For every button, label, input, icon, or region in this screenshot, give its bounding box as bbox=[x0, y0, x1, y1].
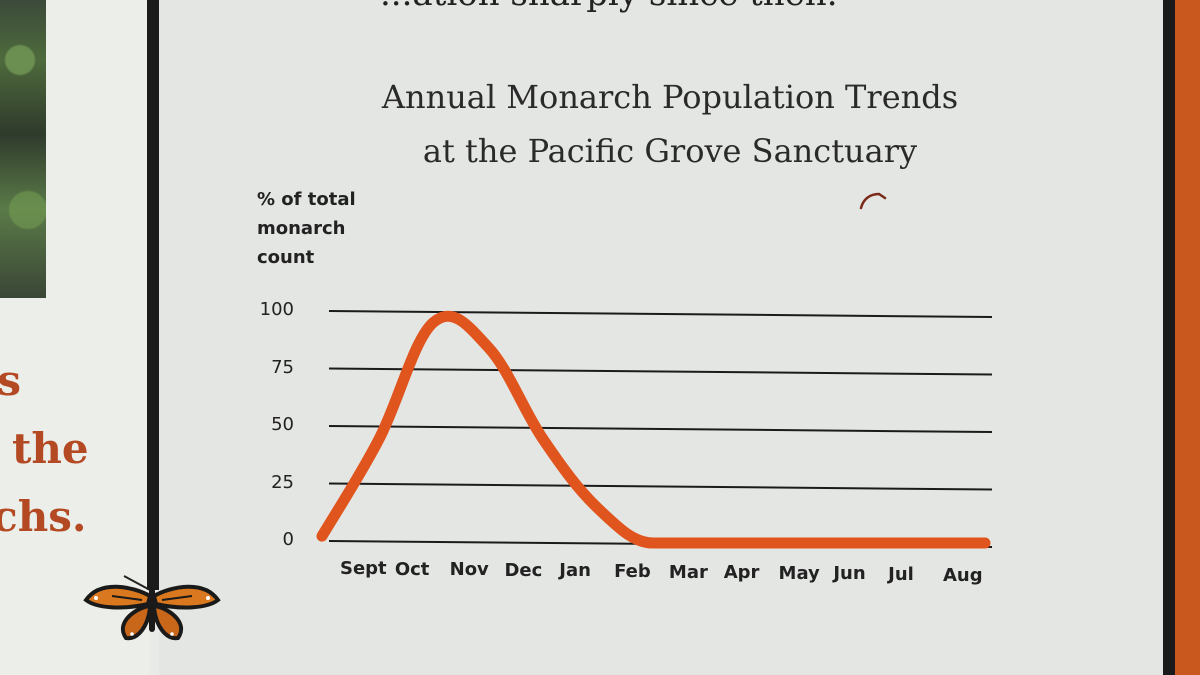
chart-title-line-2: at the Pacific Grove Sanctuary bbox=[422, 132, 918, 170]
y-tick-75: 75 bbox=[271, 356, 294, 378]
left-text-line-1: ts bbox=[0, 356, 22, 405]
orange-border bbox=[1175, 0, 1200, 675]
monarch-butterfly-icon bbox=[83, 575, 221, 641]
y-axis-label-line-1: % of total bbox=[257, 189, 356, 210]
insect-speck bbox=[859, 192, 887, 210]
y-axis-label-line-3: count bbox=[257, 247, 315, 268]
population-trend-line bbox=[316, 310, 991, 549]
header-fragment: ...ation sharply since then. bbox=[380, 0, 838, 14]
gridline-100 bbox=[328, 310, 993, 318]
x-tick-apr: Apr bbox=[723, 562, 760, 584]
x-tick-may: May bbox=[778, 562, 820, 584]
x-tick-dec: Dec bbox=[504, 559, 543, 581]
y-tick-100: 100 bbox=[259, 299, 294, 320]
x-tick-nov: Nov bbox=[449, 559, 489, 581]
x-tick-sept: Sept bbox=[340, 558, 387, 579]
plant-photo bbox=[0, 0, 46, 298]
left-text-line-2: the bbox=[12, 424, 89, 473]
y-tick-0: 0 bbox=[282, 529, 294, 550]
vertical-divider bbox=[147, 0, 159, 590]
left-text-line-3: rchs. bbox=[0, 492, 87, 541]
x-tick-jul: Jul bbox=[888, 564, 914, 585]
gridline-75 bbox=[328, 367, 993, 376]
x-tick-feb: Feb bbox=[614, 561, 651, 582]
x-tick-jan: Jan bbox=[559, 560, 591, 582]
x-tick-jun: Jun bbox=[833, 563, 866, 585]
x-tick-mar: Mar bbox=[668, 561, 708, 583]
x-tick-oct: Oct bbox=[394, 558, 430, 580]
sign-frame-right bbox=[1163, 0, 1175, 675]
y-tick-25: 25 bbox=[271, 471, 294, 493]
gridline-50 bbox=[328, 425, 993, 433]
y-axis-label-line-2: monarch bbox=[257, 218, 346, 239]
x-tick-aug: Aug bbox=[943, 564, 983, 586]
y-tick-50: 50 bbox=[271, 414, 294, 435]
chart-title-line-1: Annual Monarch Population Trends bbox=[381, 78, 959, 116]
sign-panel bbox=[159, 0, 1163, 675]
left-panel: ts the rchs. bbox=[0, 0, 150, 675]
gridline-25 bbox=[328, 482, 993, 491]
